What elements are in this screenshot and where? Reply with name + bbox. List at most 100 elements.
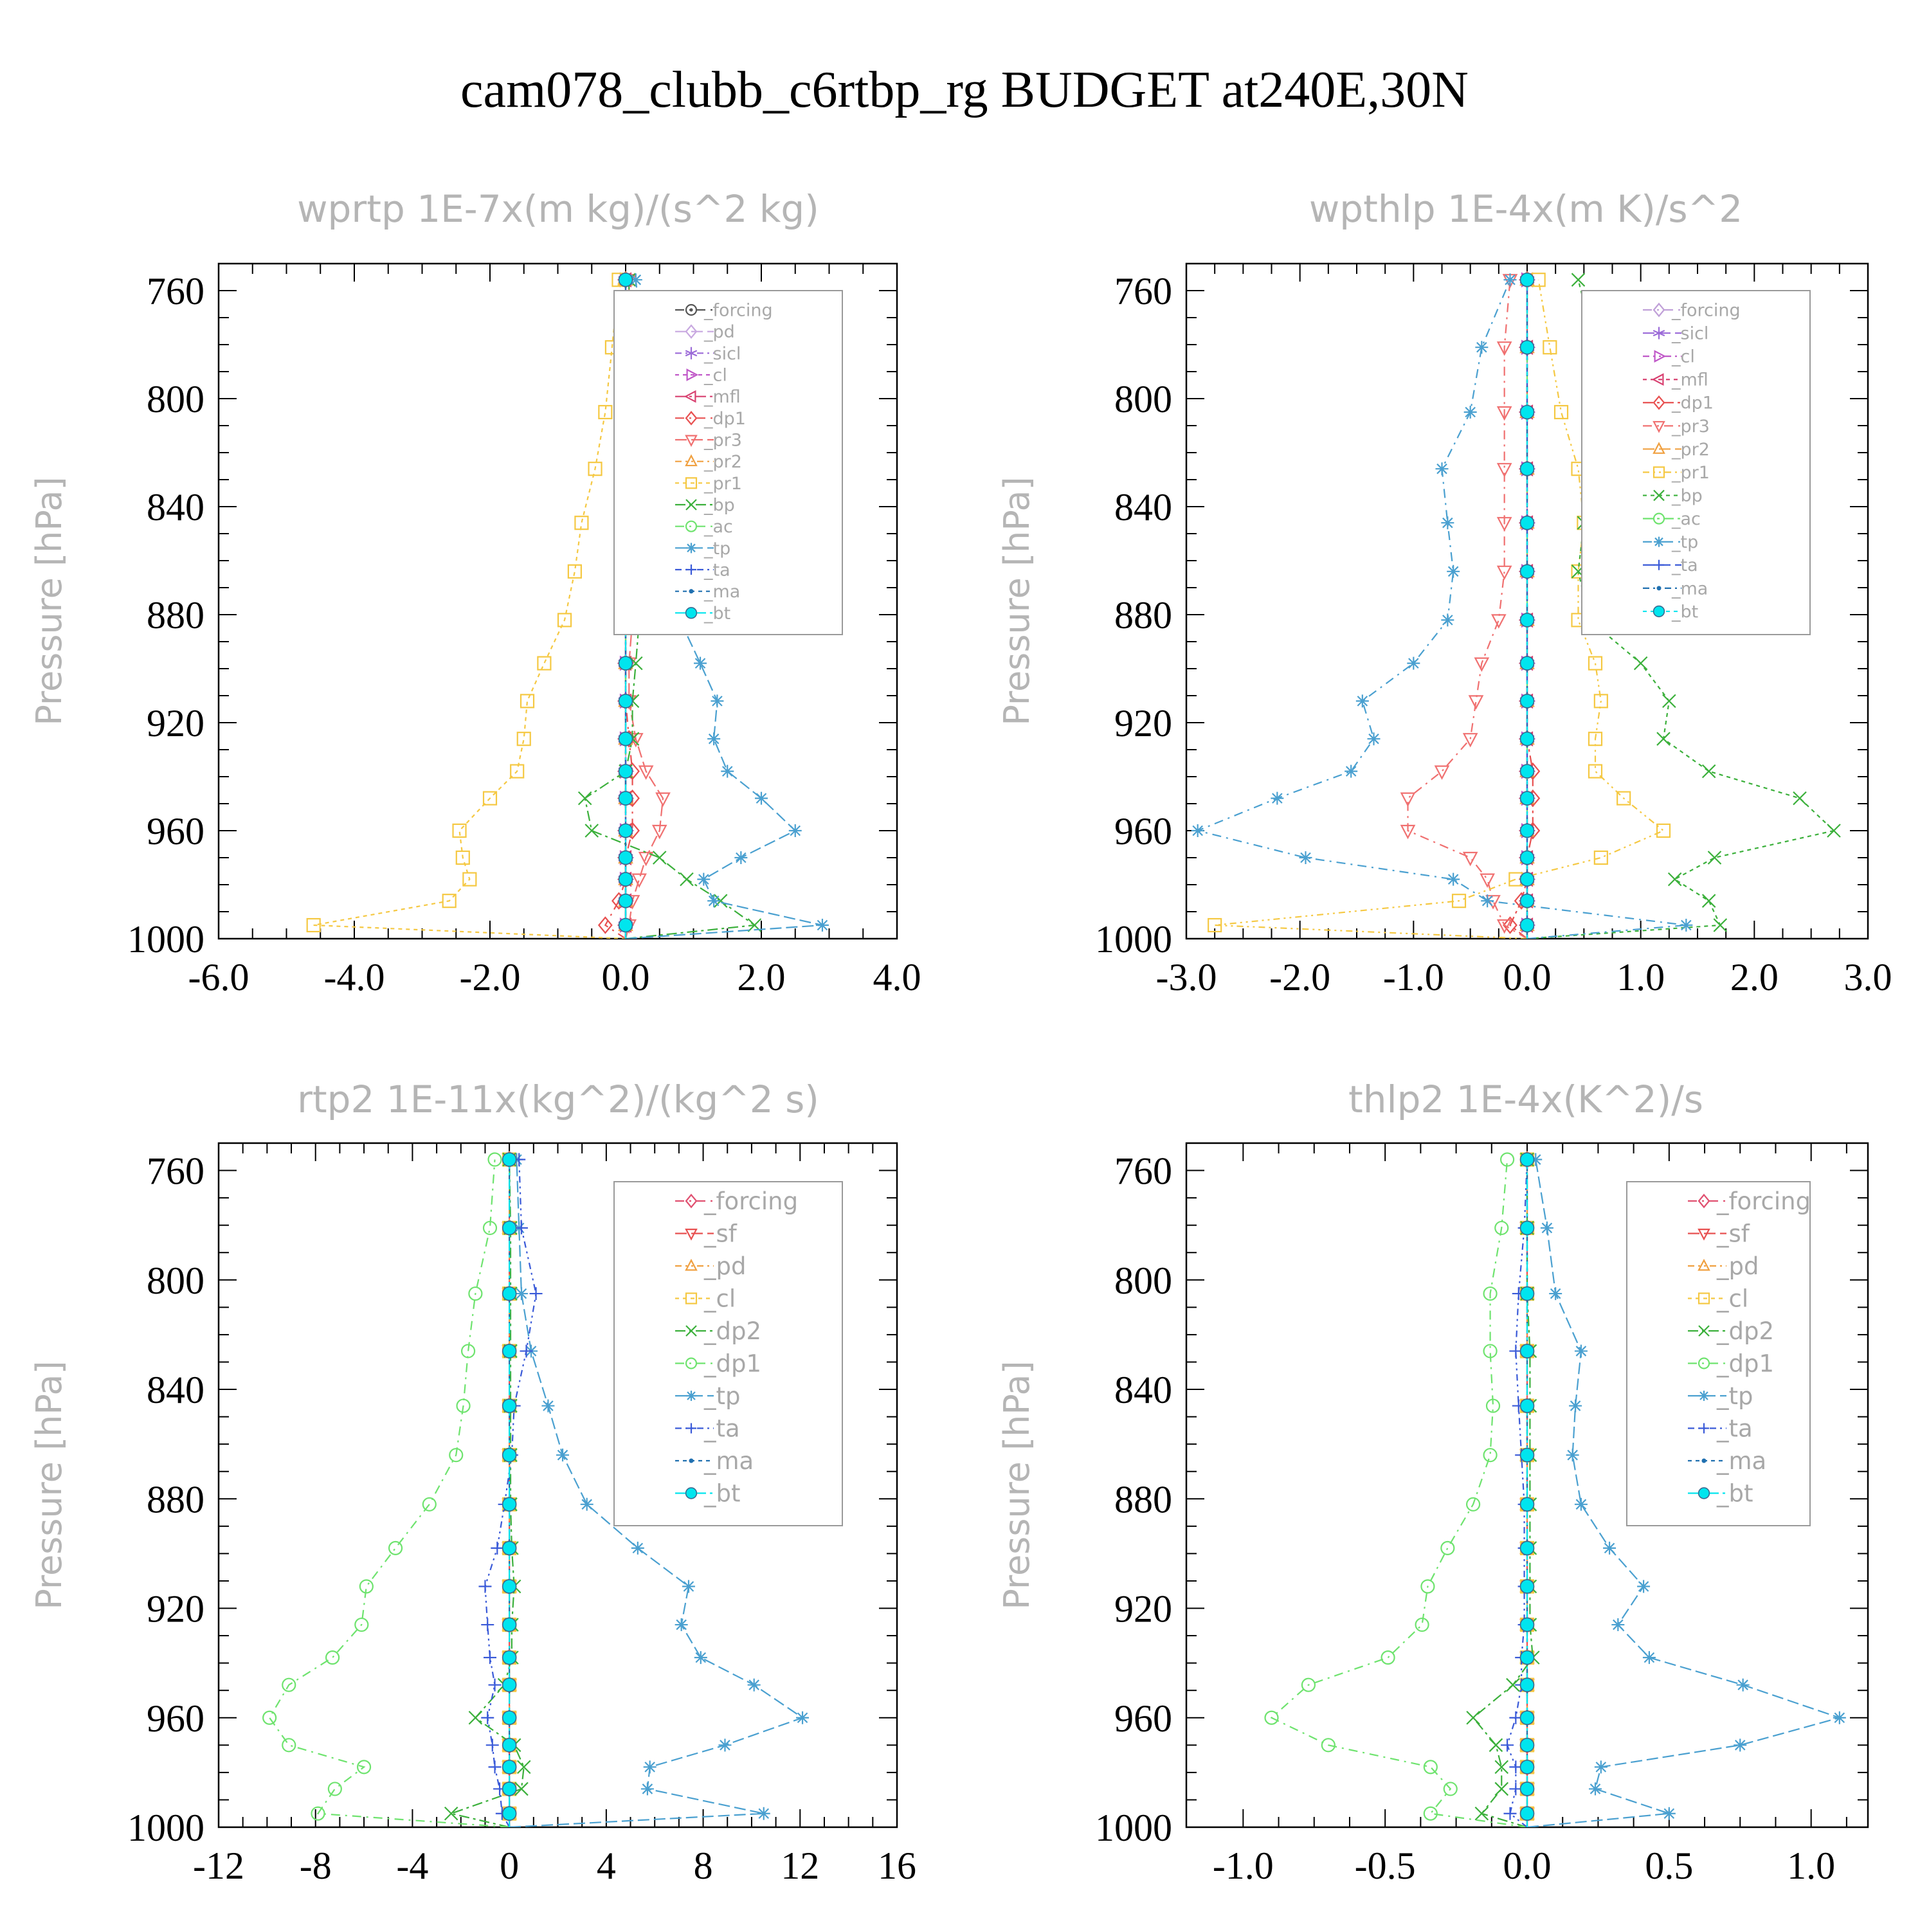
panel-4-seriesdp1-point — [1321, 1738, 1336, 1753]
panel-3-legendbt-label: _bt — [703, 1479, 741, 1507]
panel-4-seriestp-point — [1736, 1678, 1750, 1692]
panel-3-legendforcing-label: _forcing — [703, 1187, 798, 1215]
panel-4-seriesta-point — [1501, 1738, 1514, 1752]
panel-4-legend-box — [1626, 1181, 1811, 1526]
panel-2-seriestp-point — [1481, 894, 1494, 908]
panel-3-seriesdp1-point — [282, 1677, 296, 1692]
panel-1-seriesbp-point — [584, 824, 599, 838]
panel-2-seriesbt-point — [1519, 515, 1535, 530]
panel-1-seriesbt-point — [618, 850, 633, 865]
panel-3-seriesta-point — [491, 1541, 504, 1555]
panel-3-y-tick-label: 760 — [147, 1150, 204, 1193]
panel-1-seriesbt-point — [618, 791, 633, 806]
panel-2-legend-box — [1581, 290, 1811, 635]
panel-1-seriestp-point — [721, 764, 734, 778]
panel-2-legendtp-marker — [1654, 536, 1664, 547]
panel-3-seriesbt-point — [502, 1447, 517, 1463]
panel-1-seriespr1-point — [442, 894, 457, 908]
panel-4-title: thlp2 1E-4x(K^2)/s — [1348, 1078, 1703, 1121]
panel-3-seriesdp1-point — [460, 1344, 476, 1359]
panel-3-seriesdp1-point — [456, 1398, 471, 1413]
panel-1-legendbt-label: _bt — [703, 604, 730, 624]
panel-2-x-tick-label: 2.0 — [1730, 956, 1779, 998]
panel-3-seriesdp1-point — [282, 1738, 296, 1753]
panel-2-legendforcing-label: _forcing — [1671, 300, 1741, 320]
panel-2-seriespr1-point — [1656, 823, 1671, 838]
panel-3-seriesbt-point — [502, 1497, 517, 1512]
panel-2-seriesbp-point — [1701, 764, 1716, 779]
panel-2-y-tick-label: 800 — [1114, 378, 1172, 420]
panel-4-seriesbt-point — [1519, 1540, 1535, 1556]
panel-4-seriesdp2-point — [1494, 1760, 1509, 1774]
panel-2-seriespr1-point — [1593, 694, 1608, 709]
panel-4-seriesdp2-point — [1466, 1710, 1480, 1725]
panel-3-seriesdp1-point — [262, 1710, 277, 1725]
panel-2-seriespr3-point — [1468, 695, 1484, 710]
panel-1-seriespr1-point — [482, 791, 498, 806]
panel-1-seriespr1-point — [455, 850, 470, 865]
panel-4-seriestp-point — [1662, 1807, 1676, 1820]
panel-1-legenddp1-label: _dp1 — [703, 409, 746, 429]
panel-2-legendpr3-marker — [1653, 420, 1665, 433]
panel-4-seriestp-point — [1594, 1760, 1608, 1774]
panel-4-seriesdp1-point — [1494, 1220, 1509, 1236]
panel-2-seriesbt-point — [1519, 764, 1535, 779]
panel-2-seriestp-point — [1447, 564, 1460, 578]
panel-4-seriesta-point — [1503, 1807, 1517, 1820]
panel-2-seriesbp-point — [1827, 824, 1841, 838]
panel-4-seriesdp1-point — [1415, 1617, 1429, 1632]
panel-2-seriesbp-point — [1571, 273, 1586, 287]
panel-4-seriestp-point — [1529, 1153, 1543, 1166]
panel-2-legendta-marker — [1654, 559, 1664, 570]
panel-4-seriesdp2-point — [1489, 1738, 1503, 1753]
panel-2-seriesbt-point — [1519, 917, 1535, 933]
panel-4-seriestp-point — [1637, 1580, 1651, 1593]
panel-3-y-tick-label: 880 — [147, 1478, 204, 1521]
panel-3-legenddp2-label: _dp2 — [703, 1317, 761, 1345]
panel-4-legendsf-label: _sf — [1716, 1220, 1750, 1247]
panel-3-y-tick-label: 920 — [147, 1588, 204, 1630]
panel-3-legendtp-label: _tp — [703, 1382, 741, 1410]
panel-3-legenddp1-marker — [685, 1357, 698, 1369]
panel-1-x-tick-label: -4.0 — [324, 956, 385, 998]
panel-4-legendma-label: _ma — [1716, 1447, 1766, 1475]
panel-4-seriesdp1-point — [1483, 1344, 1498, 1359]
panel-2-y-tick-label: 960 — [1114, 810, 1172, 853]
panel-3-seriesdp1-point — [354, 1617, 369, 1632]
panel-2-seriespr1-point — [1588, 656, 1603, 671]
panel-2-seriespr3-point — [1485, 895, 1501, 910]
panel-3-legendsf-label: _sf — [703, 1220, 738, 1247]
panel-2-seriestp-line — [1195, 279, 1687, 939]
panel-1-legendac-marker — [685, 520, 698, 532]
panel-1-seriesbp-point — [713, 894, 728, 908]
panel-2-seriesdp1-line — [1509, 280, 1534, 939]
panel-4-seriesdp1-point — [1264, 1710, 1279, 1725]
panel-4-y-axis-label: Pressure [hPa] — [997, 1360, 1037, 1609]
panel-2-seriesbt-point — [1519, 656, 1535, 671]
panel-1-x-tick-label: 0.0 — [602, 956, 650, 998]
panel-3-seriesta-point — [529, 1287, 543, 1301]
panel-2-seriestp-point — [1680, 919, 1693, 932]
panel-3-seriesta-point — [478, 1580, 492, 1593]
panel-4-seriesbt-point — [1519, 1738, 1535, 1753]
panel-1-x-tick-label: -6.0 — [188, 956, 249, 998]
panel-2-seriestp-point — [1441, 613, 1454, 627]
panel-2-seriespr3-point — [1491, 614, 1507, 629]
panel-1-seriesbt-point — [618, 731, 633, 746]
panel-1-seriespr1-line — [313, 280, 626, 939]
panel-1-y-tick-label: 840 — [147, 486, 204, 528]
panel-2-legendpr2-label: _pr2 — [1671, 440, 1710, 460]
panel-4-x-tick-label: 1.0 — [1787, 1845, 1835, 1887]
panel-2-x-tick-label: -2.0 — [1269, 956, 1330, 998]
panel-2-y-tick-label: 880 — [1114, 594, 1172, 636]
panel-2-seriespr3-point — [1496, 406, 1512, 421]
panel-4-seriesbt-point — [1519, 1579, 1535, 1594]
panel-1-seriesbt-point — [618, 272, 633, 287]
panel-3-seriesta-point — [485, 1738, 499, 1752]
panel-3-seriestp-point — [631, 1541, 644, 1555]
panel-2-seriestp-point — [1271, 791, 1284, 805]
panel-1-legendsicl-marker — [685, 347, 698, 359]
panel-2-legendpr3-label: _pr3 — [1671, 417, 1710, 437]
panel-1-seriespr1-point — [567, 564, 582, 579]
